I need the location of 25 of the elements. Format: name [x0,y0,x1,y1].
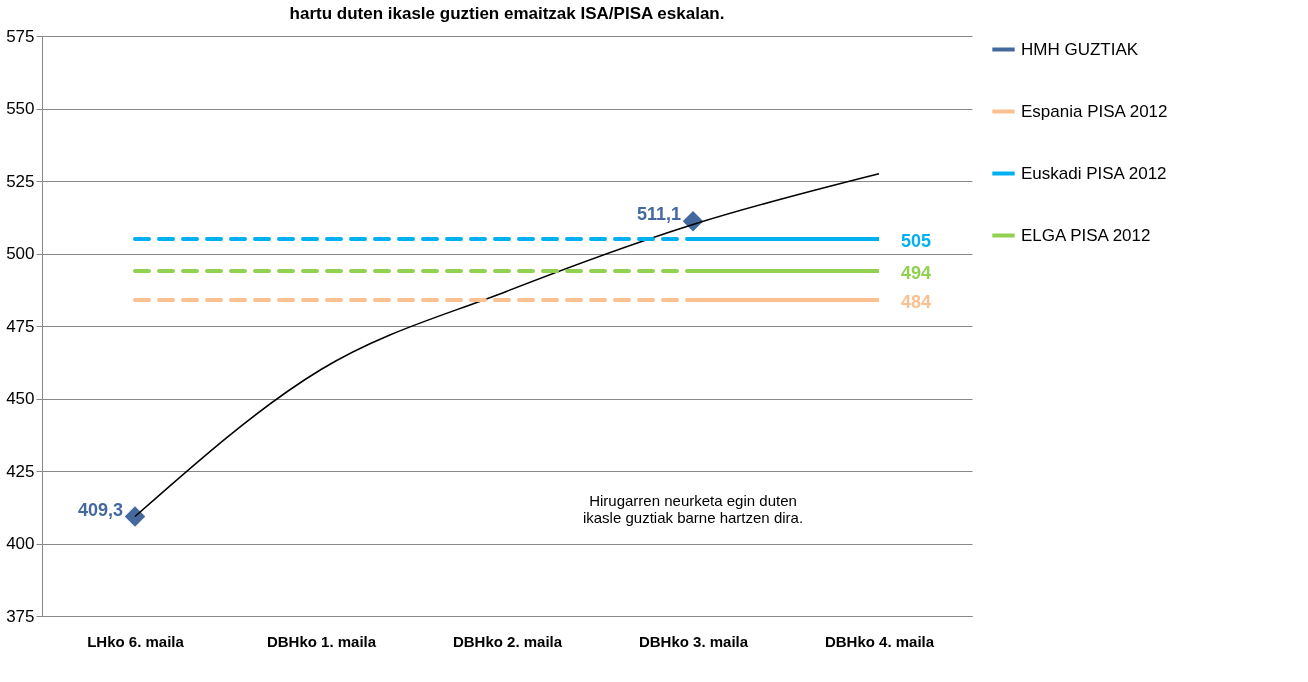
data-label: 484 [901,291,932,312]
y-tick-label: 550 [6,99,35,118]
data-label: 494 [901,262,932,283]
legend-label: HMH GUZTIAK [1021,39,1139,59]
x-tick-label: DBHko 1. maila [266,632,377,650]
y-tick-label: 375 [6,606,35,626]
data-label: 511,1 [636,204,681,225]
y-tick-label: 500 [6,244,35,263]
y-tick-label: 425 [6,461,35,481]
legend-label: ELGA PISA 2012 [1021,225,1151,245]
chart-title: hartu duten ikasle guztien emaitzak ISA/PISA eskalan. [289,4,725,23]
x-tick-label: DBHko 2. maila [452,632,563,650]
annotation: Hirugarren neurketa egin duten ikasle guztiak barne hartzen dira. [582,492,804,527]
y-tick-label: 450 [6,389,35,408]
legend-label: Espania PISA 2012 [1021,101,1168,121]
x-tick-label: LHko 6. maila [87,632,185,650]
x-tick-label: DBHko 3. maila [638,632,749,650]
y-tick-label: 475 [6,316,35,336]
y-tick-label: 575 [6,26,35,46]
data-label: 505 [901,231,932,251]
legend-label: Euskadi PISA 2012 [1021,163,1167,183]
data-label: 409,3 [77,499,123,520]
y-tick-label: 525 [6,171,35,191]
y-tick-label: 400 [6,534,35,553]
x-tick-label: DBHko 4. maila [824,632,935,650]
